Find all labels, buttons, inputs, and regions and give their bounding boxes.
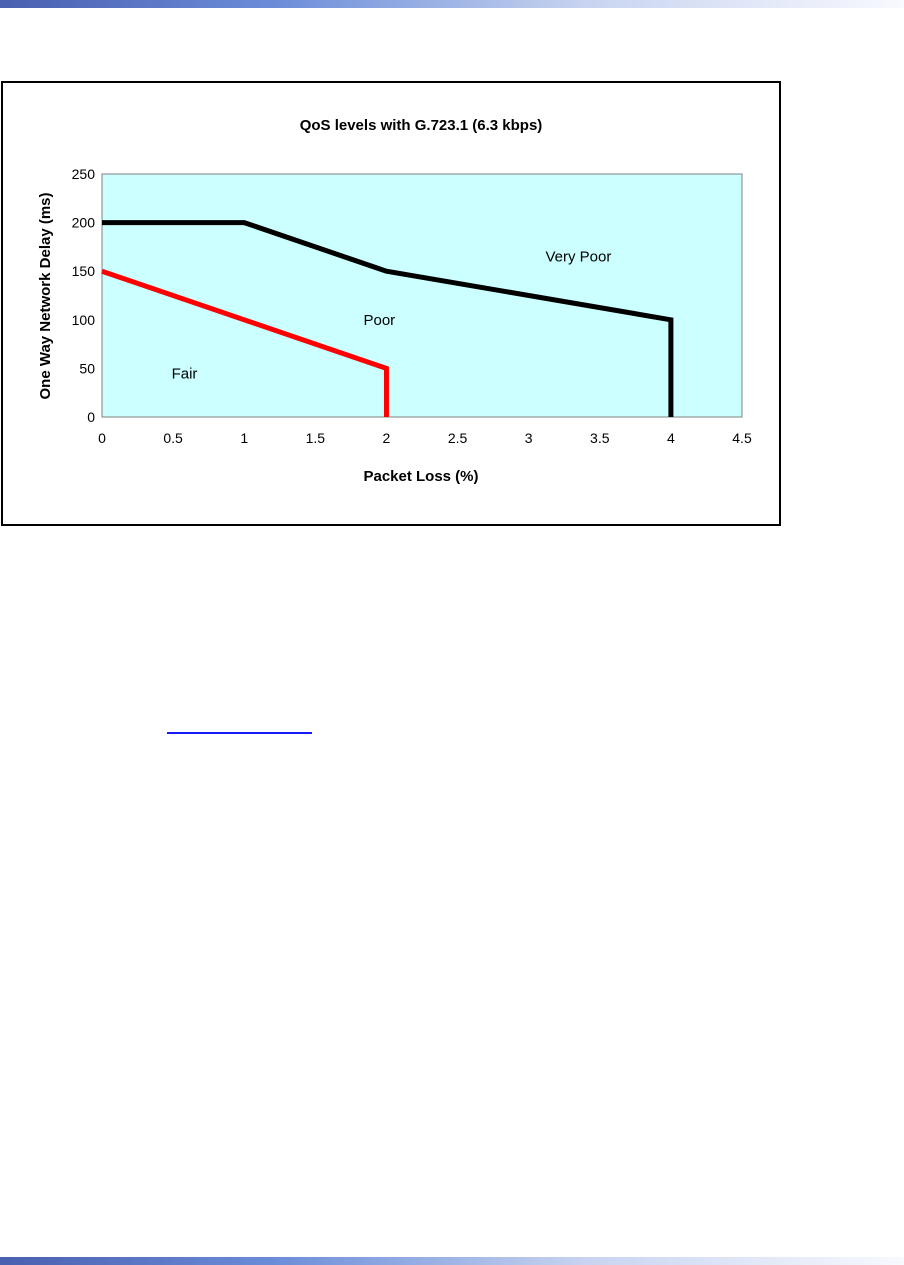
- x-tick-label: 4: [667, 430, 675, 446]
- y-tick-label: 200: [72, 215, 96, 231]
- region-label: Poor: [363, 312, 395, 329]
- y-tick-label: 0: [87, 409, 95, 425]
- x-tick-label: 2.5: [448, 430, 468, 446]
- region-label: Fair: [172, 365, 198, 382]
- x-tick-label: 1: [240, 430, 248, 446]
- series-lines: [101, 220, 674, 417]
- x-axis-label: Packet Loss (%): [363, 468, 478, 485]
- top-gradient-bar: [0, 0, 904, 8]
- series-line-0: [102, 220, 674, 417]
- y-tick-label: 250: [72, 166, 96, 182]
- hyperlink-underline[interactable]: [167, 732, 312, 734]
- y-tick-label: 50: [79, 360, 95, 376]
- y-tick-label: 150: [72, 263, 96, 279]
- x-tick-label: 2: [383, 430, 391, 446]
- series-line-1: [101, 268, 389, 417]
- chart-title: QoS levels with G.723.1 (6.3 kbps): [300, 117, 543, 134]
- region-label: Very Poor: [546, 249, 612, 266]
- x-tick-label: 3.5: [590, 430, 610, 446]
- x-tick-label: 1.5: [306, 430, 326, 446]
- y-axis-label: One Way Network Delay (ms): [37, 192, 54, 399]
- x-tick-label: 3: [525, 430, 533, 446]
- x-tick-label: 0.5: [163, 430, 183, 446]
- y-tick-label: 100: [72, 312, 96, 328]
- x-tick-label: 4.5: [732, 430, 752, 446]
- qos-chart: QoS levels with G.723.1 (6.3 kbps) 0 0.5 1…: [37, 117, 752, 485]
- tick-labels: 0 0.5 1 1.5 2 2.5 3 3.5 4 4.5 0 50 100 150 200 250: [72, 166, 752, 446]
- plot-area: [101, 173, 743, 418]
- chart-frame: QoS levels with G.723.1 (6.3 kbps) 0 0.5 1…: [1, 81, 781, 526]
- region-labels: Very Poor Poor Fair: [172, 249, 612, 383]
- x-tick-label: 0: [98, 430, 106, 446]
- bottom-gradient-bar: [0, 1257, 904, 1265]
